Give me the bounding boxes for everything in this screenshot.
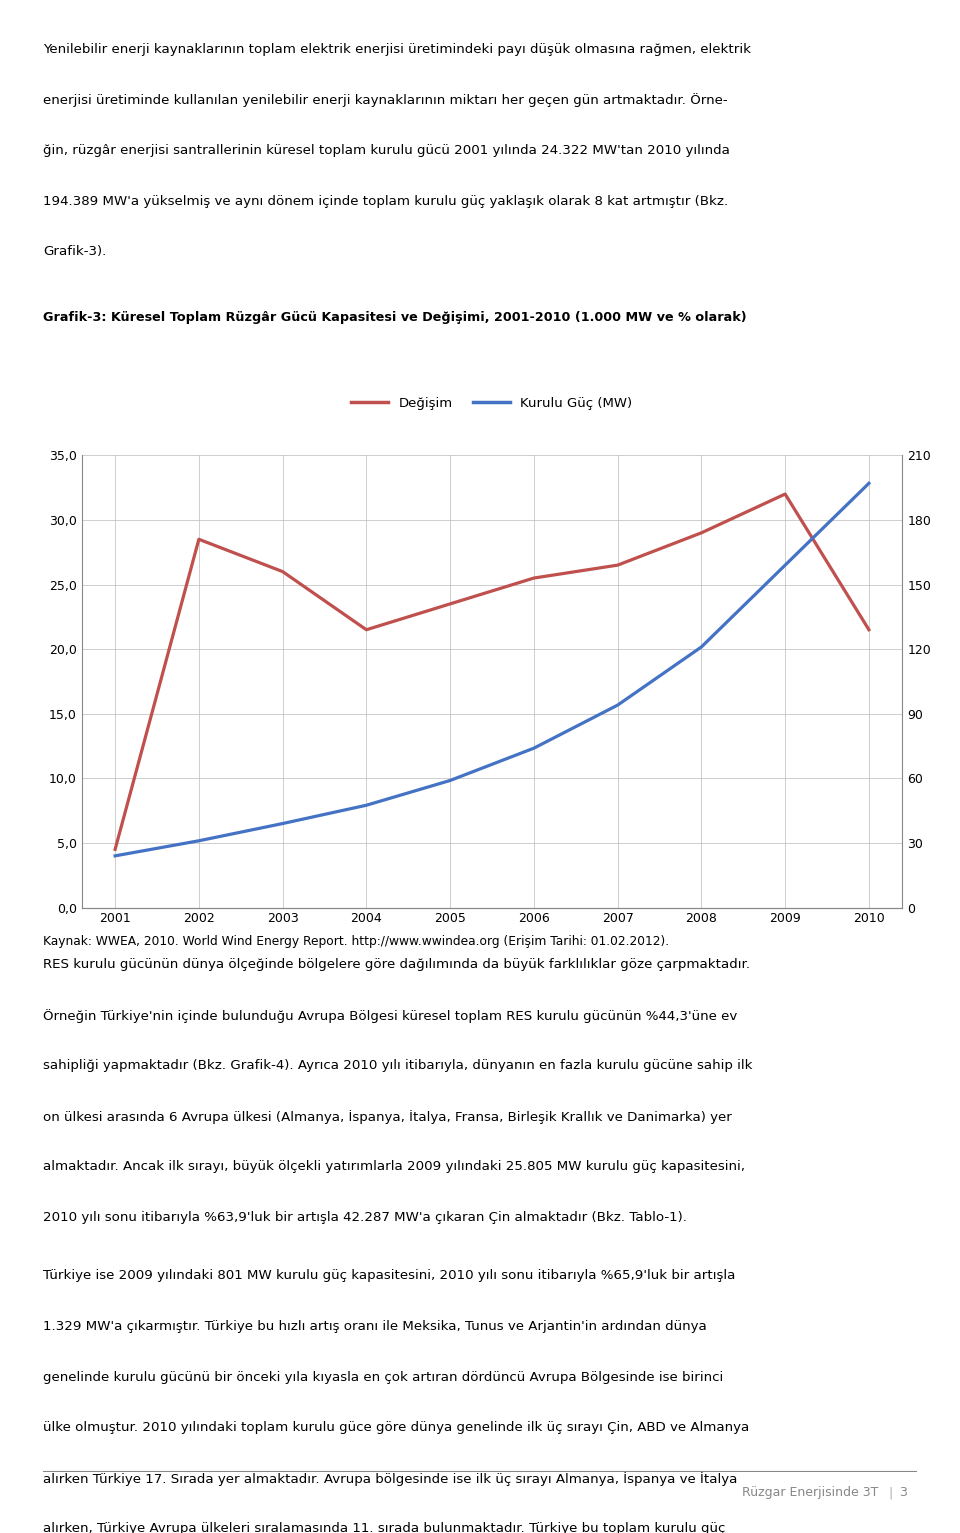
Text: |: | — [889, 1487, 893, 1499]
Text: ülke olmuştur. 2010 yılındaki toplam kurulu güce göre dünya genelinde ilk üç sır: ülke olmuştur. 2010 yılındaki toplam kur… — [43, 1421, 750, 1433]
Text: 194.389 MW'a yükselmiş ve aynı dönem içinde toplam kurulu güç yaklaşık olarak 8 : 194.389 MW'a yükselmiş ve aynı dönem içi… — [43, 195, 729, 207]
Text: Yenilebilir enerji kaynaklarının toplam elektrik enerjisi üretimindeki payı düşü: Yenilebilir enerji kaynaklarının toplam … — [43, 43, 752, 55]
Text: sahipliği yapmaktadır (Bkz. Grafik-4). Ayrıca 2010 yılı itibarıyla, dünyanın en : sahipliği yapmaktadır (Bkz. Grafik-4). A… — [43, 1059, 753, 1072]
Legend: Değişim, Kurulu Güç (MW): Değişim, Kurulu Güç (MW) — [347, 392, 637, 415]
Text: ğin, rüzgâr enerjisi santrallerinin küresel toplam kurulu gücü 2001 yılında 24.3: ğin, rüzgâr enerjisi santrallerinin küre… — [43, 144, 730, 156]
Text: Grafik-3).: Grafik-3). — [43, 245, 107, 258]
Text: on ülkesi arasında 6 Avrupa ülkesi (Almanya, İspanya, İtalya, Fransa, Birleşik K: on ülkesi arasında 6 Avrupa ülkesi (Alma… — [43, 1110, 732, 1124]
Text: alırken, Türkiye Avrupa ülkeleri sıralamasında 11. sırada bulunmaktadır. Türkiye: alırken, Türkiye Avrupa ülkeleri sıralam… — [43, 1522, 726, 1533]
Text: genelinde kurulu gücünü bir önceki yıla kıyasla en çok artıran dördüncü Avrupa B: genelinde kurulu gücünü bir önceki yıla … — [43, 1371, 724, 1383]
Text: Örneğin Türkiye'nin içinde bulunduğu Avrupa Bölgesi küresel toplam RES kurulu gü: Örneğin Türkiye'nin içinde bulunduğu Avr… — [43, 1009, 737, 1023]
Text: RES kurulu gücünün dünya ölçeğinde bölgelere göre dağılımında da büyük farklılık: RES kurulu gücünün dünya ölçeğinde bölge… — [43, 958, 751, 970]
Text: almaktadır. Ancak ilk sırayı, büyük ölçekli yatırımlarla 2009 yılındaki 25.805 M: almaktadır. Ancak ilk sırayı, büyük ölçe… — [43, 1160, 745, 1173]
Text: Kaynak: WWEA, 2010. World Wind Energy Report. http://www.wwindea.org (Erişim Tar: Kaynak: WWEA, 2010. World Wind Energy Re… — [43, 935, 669, 947]
Text: alırken Türkiye 17. Sırada yer almaktadır. Avrupa bölgesinde ise ilk üç sırayı A: alırken Türkiye 17. Sırada yer almaktadı… — [43, 1472, 737, 1485]
Text: 3: 3 — [900, 1487, 907, 1499]
Text: Grafik-3: Küresel Toplam Rüzgâr Gücü Kapasitesi ve Değişimi, 2001-2010 (1.000 MW: Grafik-3: Küresel Toplam Rüzgâr Gücü Kap… — [43, 311, 747, 323]
Text: Türkiye ise 2009 yılındaki 801 MW kurulu güç kapasitesini, 2010 yılı sonu itibar: Türkiye ise 2009 yılındaki 801 MW kurulu… — [43, 1269, 735, 1282]
Text: enerjisi üretiminde kullanılan yenilebilir enerji kaynaklarının miktarı her geçe: enerjisi üretiminde kullanılan yenilebil… — [43, 94, 728, 107]
Text: 2010 yılı sonu itibarıyla %63,9'luk bir artışla 42.287 MW'a çıkaran Çin almaktad: 2010 yılı sonu itibarıyla %63,9'luk bir … — [43, 1211, 687, 1223]
Text: 1.329 MW'a çıkarmıştır. Türkiye bu hızlı artış oranı ile Meksika, Tunus ve Arjan: 1.329 MW'a çıkarmıştır. Türkiye bu hızlı… — [43, 1320, 707, 1332]
Text: Rüzgar Enerjisinde 3T: Rüzgar Enerjisinde 3T — [742, 1487, 878, 1499]
